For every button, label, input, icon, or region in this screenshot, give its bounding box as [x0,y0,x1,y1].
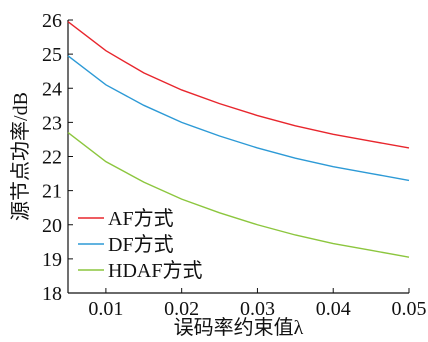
axes: 18 19 20 21 22 23 24 25 26 0.01 0.02 0.03 0.04 0.05 [42,10,427,320]
y-axis-label: 源节点功率/dB [9,92,32,221]
y-tick-label: 24 [42,78,62,100]
series-line-2 [67,55,410,182]
legend-label: HDAF方式 [108,259,202,282]
series-line-1 [67,21,410,149]
legend-label: AF方式 [108,207,174,230]
x-tick-label: 0.02 [164,298,199,320]
y-tick-label: 18 [42,283,62,305]
y-tick-label: 19 [42,249,62,271]
series-line-3 [67,132,410,258]
legend-label: DF方式 [108,233,174,256]
x-tick-label: 0.03 [240,298,275,320]
x-tick-label: 0.04 [316,298,351,320]
legend: AF方式 DF方式 HDAF方式 [78,207,202,282]
y-tick-label: 21 [42,181,62,203]
series-lines [67,21,410,258]
x-axis-label: 误码率约束值λ [174,316,304,339]
x-tick-label: 0.05 [392,298,427,320]
y-tick-label: 25 [42,44,62,66]
x-tick-label: 0.01 [88,298,123,320]
y-tick-label: 20 [42,215,62,237]
y-tick-label: 26 [42,10,62,32]
y-tick-label: 22 [42,147,62,169]
y-tick-label: 23 [42,112,62,134]
